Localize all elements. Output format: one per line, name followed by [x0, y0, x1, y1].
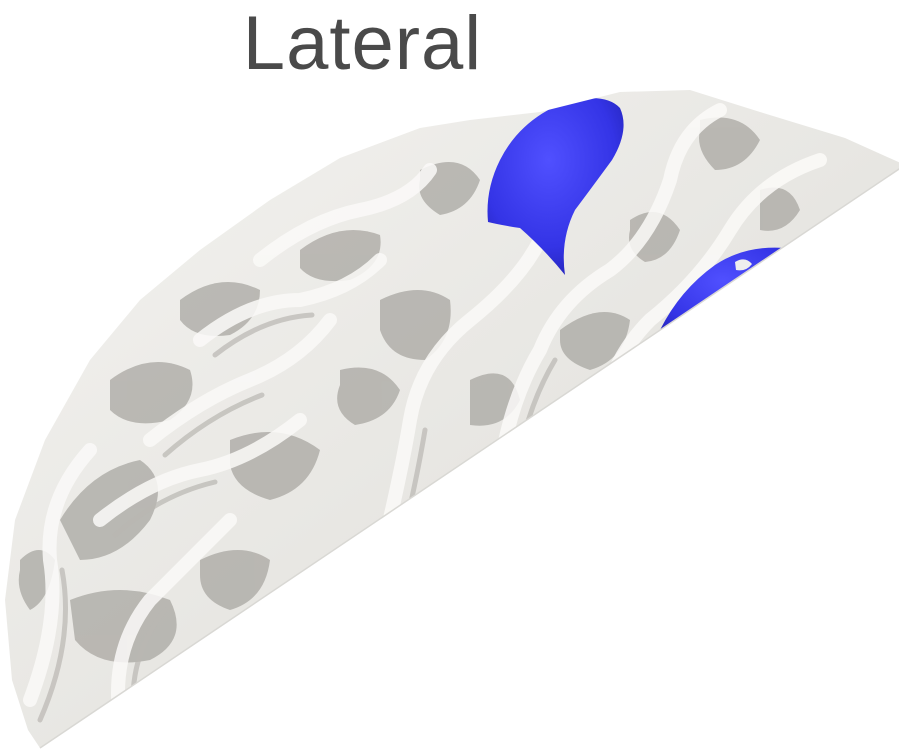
cortex-surface — [5, 90, 899, 748]
cut-plane-edge — [39, 168, 899, 749]
highlight-fleck — [735, 259, 752, 271]
highlight-region-upper — [487, 98, 624, 276]
view-title: Lateral — [242, 1, 483, 86]
sulci-shading — [18, 117, 800, 716]
gyri-highlights — [23, 103, 827, 727]
